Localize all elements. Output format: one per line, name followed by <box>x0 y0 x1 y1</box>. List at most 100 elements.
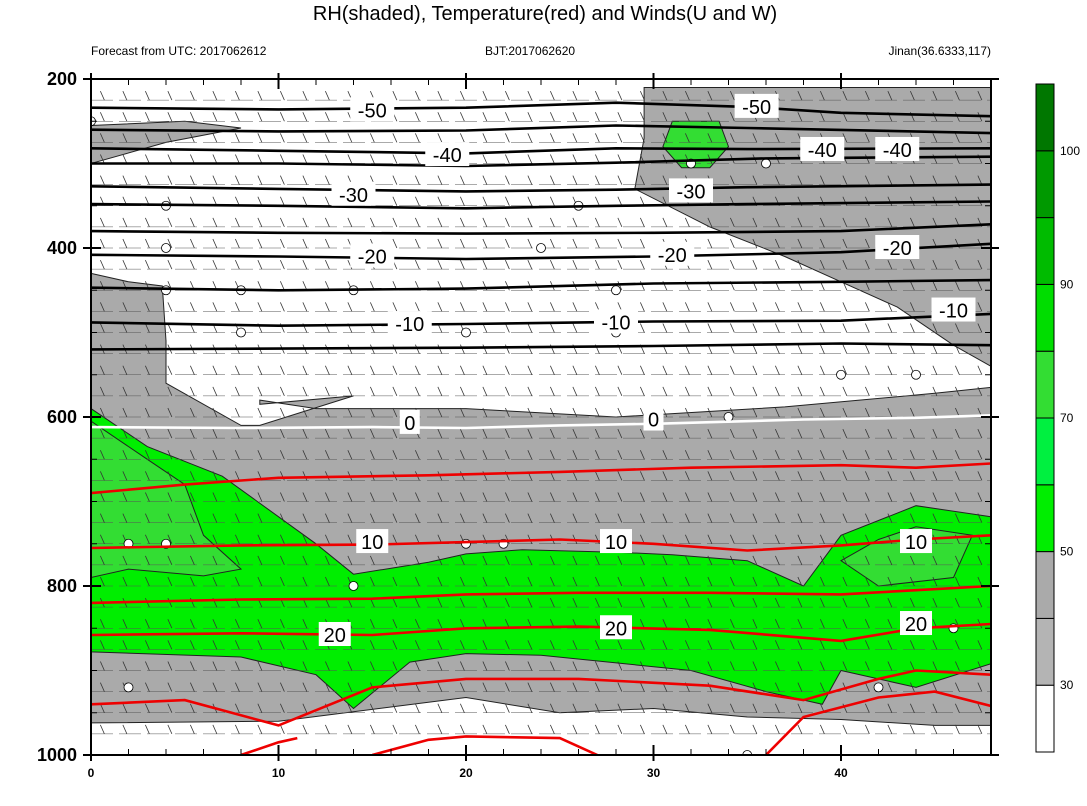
wind-barb <box>752 259 758 270</box>
wind-barb <box>100 576 105 587</box>
wind-barb <box>505 407 510 418</box>
wind-barb <box>482 576 488 587</box>
wind-barb <box>302 154 308 164</box>
wind-barb <box>955 597 960 608</box>
wind-barb <box>707 703 713 713</box>
wind-barb <box>415 112 420 122</box>
wind-barb <box>572 154 578 164</box>
wind-barb <box>752 450 758 460</box>
wind-barb <box>865 597 870 608</box>
wind-barb <box>437 597 443 608</box>
wind-barb <box>482 450 488 460</box>
wind-barb <box>505 513 510 523</box>
wind-barb <box>550 640 555 650</box>
wind-barb <box>550 90 555 101</box>
wind-barb <box>572 302 578 312</box>
wind-barb <box>257 492 263 502</box>
wind-barb <box>437 386 443 397</box>
wind-barb <box>842 724 848 735</box>
wind-barb <box>145 640 150 650</box>
wind-barb <box>302 492 308 502</box>
wind-barb <box>572 640 578 650</box>
wind-barb <box>910 724 915 735</box>
wind-barb <box>865 428 870 439</box>
wind-barb <box>505 365 510 375</box>
wind-barb <box>460 259 465 270</box>
wind-barb <box>415 576 420 587</box>
wind-barb <box>752 492 758 502</box>
wind-barb <box>167 661 173 671</box>
wind-barb <box>235 112 240 122</box>
wind-barb <box>640 640 645 650</box>
colorbar-box <box>1035 217 1055 285</box>
wind-barb <box>572 238 578 249</box>
wind-barb <box>212 513 218 523</box>
wind-barb <box>842 133 848 143</box>
wind-barb <box>617 238 623 249</box>
isotherm-black-7 <box>91 242 991 261</box>
wind-barb <box>460 703 465 713</box>
wind-barb <box>595 365 600 375</box>
wind-barb <box>662 217 668 228</box>
wind-barb <box>617 112 623 122</box>
wind-barb <box>370 640 375 650</box>
wind-barb <box>505 281 510 291</box>
isotherm-label-bg <box>318 622 351 647</box>
wind-barb <box>842 175 848 185</box>
wind-barb <box>955 323 960 333</box>
wind-barb <box>527 450 533 460</box>
wind-barb <box>280 576 285 587</box>
wind-barb <box>977 259 983 270</box>
wind-barb <box>640 133 645 143</box>
wind-barb <box>527 90 533 101</box>
wind-barb <box>595 407 600 418</box>
wind-barb <box>797 238 803 249</box>
wind-barb <box>325 196 330 206</box>
wind-barb <box>707 428 713 439</box>
wind-barb <box>190 365 195 375</box>
wind-barb <box>955 281 960 291</box>
wind-barb <box>190 154 195 164</box>
wind-barb <box>977 471 983 481</box>
wind-barb <box>730 90 735 101</box>
wind-barb <box>910 302 915 312</box>
wind-barb <box>415 513 420 523</box>
wind-barb <box>640 471 645 481</box>
wind-barb <box>460 133 465 143</box>
wind-barb <box>257 450 263 460</box>
isotherm-label: 10 <box>905 532 927 554</box>
wind-barb <box>842 640 848 650</box>
wind-barb <box>437 492 443 502</box>
calm-circle <box>461 327 471 338</box>
wind-barb <box>212 386 218 397</box>
wind-barb <box>190 112 195 122</box>
wind-barb <box>460 175 465 185</box>
wind-barb <box>977 492 983 502</box>
y-tick-label: 400 <box>47 238 77 258</box>
wind-barb <box>887 175 893 185</box>
wind-barb <box>325 259 330 270</box>
wind-barb <box>460 640 465 650</box>
wind-barb <box>595 682 600 692</box>
isotherms: -50 -50 -40 -40 -40 -30 -30 -20 -20 -20 -10 -10 -10 0… <box>91 93 991 755</box>
wind-barb <box>820 534 825 544</box>
wind-barb <box>280 407 285 418</box>
wind-barb <box>685 365 690 375</box>
wind-barb <box>100 386 105 397</box>
wind-barb <box>955 112 960 122</box>
wind-barb <box>865 407 870 418</box>
wind-barb <box>662 703 668 713</box>
wind-barb <box>212 619 218 629</box>
wind-barb <box>932 175 938 185</box>
wind-barb <box>595 386 600 397</box>
wind-barb <box>730 450 735 460</box>
wind-barb <box>347 407 353 418</box>
wind-barb <box>190 492 195 502</box>
wind-barb <box>212 640 218 650</box>
wind-barb <box>392 513 398 523</box>
colorbar-box <box>1035 484 1055 553</box>
wind-barb <box>707 640 713 650</box>
wind-barb <box>685 640 690 650</box>
wind-barb <box>595 217 600 228</box>
wind-barb <box>460 619 465 629</box>
